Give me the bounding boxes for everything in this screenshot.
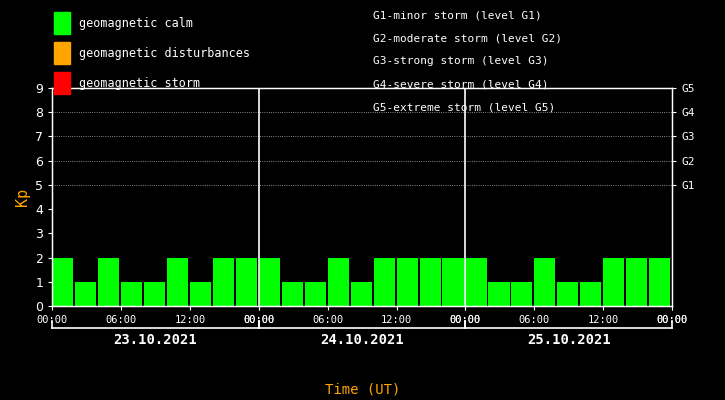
Bar [397, 258, 418, 306]
Bar [534, 258, 555, 306]
Bar [259, 258, 280, 306]
Text: G2-moderate storm (level G2): G2-moderate storm (level G2) [373, 33, 563, 43]
Bar [75, 282, 96, 306]
Bar [649, 258, 670, 306]
Bar [489, 282, 510, 306]
Bar [373, 258, 394, 306]
Text: G5-extreme storm (level G5): G5-extreme storm (level G5) [373, 103, 555, 113]
Bar [603, 258, 624, 306]
Text: geomagnetic calm: geomagnetic calm [79, 16, 193, 30]
Bar [304, 282, 326, 306]
Bar [442, 258, 463, 306]
Text: geomagnetic storm: geomagnetic storm [79, 76, 200, 90]
Bar [190, 282, 211, 306]
Text: 23.10.2021: 23.10.2021 [114, 333, 197, 347]
Text: G3-strong storm (level G3): G3-strong storm (level G3) [373, 56, 549, 66]
Text: geomagnetic disturbances: geomagnetic disturbances [79, 46, 250, 60]
Bar [98, 258, 119, 306]
Text: 25.10.2021: 25.10.2021 [527, 333, 610, 347]
Bar [328, 258, 349, 306]
Bar [558, 282, 579, 306]
Bar [282, 282, 303, 306]
Bar [511, 282, 532, 306]
Bar [580, 282, 601, 306]
Bar [351, 282, 372, 306]
Bar [213, 258, 234, 306]
Text: 24.10.2021: 24.10.2021 [320, 333, 404, 347]
Bar [167, 258, 188, 306]
Bar [144, 282, 165, 306]
Bar [626, 258, 647, 306]
Y-axis label: Kp: Kp [14, 188, 30, 206]
Text: Time (UT): Time (UT) [325, 383, 400, 397]
Text: G4-severe storm (level G4): G4-severe storm (level G4) [373, 80, 549, 90]
Bar [236, 258, 257, 306]
Text: G1-minor storm (level G1): G1-minor storm (level G1) [373, 10, 542, 20]
Bar [121, 282, 142, 306]
Bar [52, 258, 73, 306]
Bar [420, 258, 441, 306]
Bar [465, 258, 486, 306]
